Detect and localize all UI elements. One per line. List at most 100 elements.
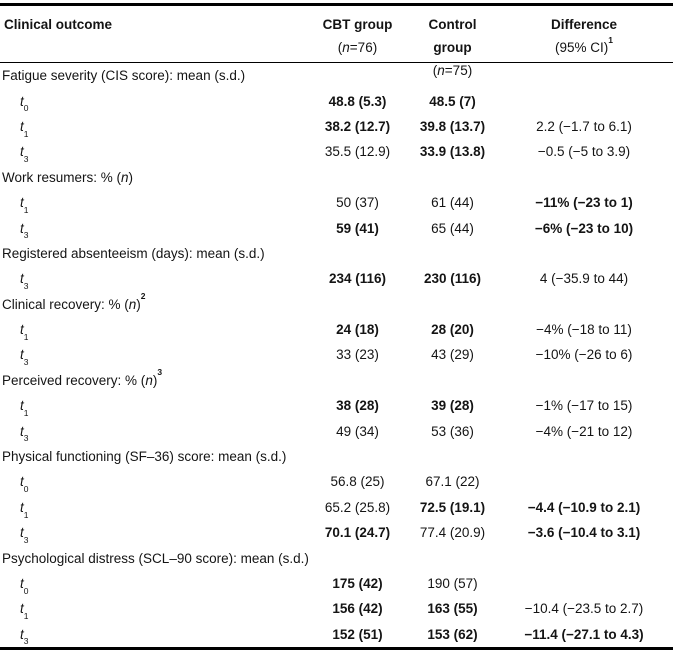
section-row: Psychological distress (SCL–90 score): m…: [0, 545, 673, 570]
section-label: Physical functioning (SF–36) score: mean…: [2, 449, 287, 465]
cbt-value: 48.8 (5.3): [328, 93, 387, 109]
data-row: t3 70.1 (24.7) 77.4 (20.9) −3.6 (−10.4 to 3…: [0, 520, 673, 545]
data-row: t1 38 (28) 39 (28) −1% (−17 to 15): [0, 393, 673, 418]
section-label: Fatigue severity (CIS score): mean (s.d.…: [2, 68, 246, 84]
control-value: 28 (20): [431, 322, 474, 338]
cbt-n-value: =76): [349, 40, 378, 55]
data-row: t1 24 (18) 28 (20) −4% (−18 to 11): [0, 317, 673, 342]
section-row: Registered absenteeism (days): mean (s.d…: [0, 241, 673, 266]
difference-value: −6% (−23 to 10): [534, 220, 634, 236]
control-value: 72.5 (19.1): [419, 499, 486, 515]
section-label: Perceived recovery: % (n)3: [2, 367, 163, 388]
timepoint-label: t1: [20, 499, 29, 520]
cbt-value: 175 (42): [332, 576, 383, 591]
timepoint-label: t3: [20, 347, 29, 368]
difference-value: −0.5 (−5 to 3.9): [537, 144, 631, 160]
cbt-value: 234 (116): [328, 271, 387, 287]
section-row: Fatigue severity (CIS score): mean (s.d.…: [0, 63, 673, 88]
timepoint-label: t1: [20, 195, 29, 215]
control-value: 39.8 (13.7): [419, 118, 486, 134]
data-row: t0 48.8 (5.3) 48.5 (7): [0, 88, 673, 113]
timepoint-label: t0: [20, 474, 29, 495]
cbt-n-symbol: n: [342, 40, 350, 55]
table-top-rule: [0, 3, 673, 6]
cbt-value: 49 (34): [336, 423, 379, 439]
timepoint-label: t3: [20, 144, 29, 165]
cbt-value: 65.2 (25.8): [324, 499, 391, 515]
difference-value: −11% (−23 to 1): [535, 195, 633, 211]
timepoint-label: t3: [20, 220, 29, 241]
data-row: t3 49 (34) 53 (36) −4% (−21 to 12): [0, 418, 673, 443]
ci-label: (95% CI): [555, 40, 609, 55]
section-row: Clinical recovery: % (n)2: [0, 292, 673, 317]
cbt-value: 56.8 (25): [330, 474, 385, 490]
data-row: t3 35.5 (12.9) 33.9 (13.8) −0.5 (−5 to 3.9): [0, 139, 673, 164]
control-n-symbol: n: [437, 63, 445, 78]
section-label: Registered absenteeism (days): mean (s.d…: [2, 245, 265, 261]
timepoint-label: t3: [20, 423, 29, 444]
control-value: 153 (62): [427, 626, 478, 642]
section-label: Clinical recovery: % (n)2: [2, 291, 146, 312]
data-row: t1 65.2 (25.8) 72.5 (19.1) −4.4 (−10.9 to 2…: [0, 495, 673, 520]
cbt-value: 156 (42): [332, 601, 383, 617]
data-row: t0 175 (42) 190 (57): [0, 571, 673, 596]
column-header-control-group: Control group (n=75): [410, 13, 495, 82]
column-header-cbt-group: CBT group (n=76): [305, 13, 410, 59]
cbt-value: 152 (51): [332, 626, 383, 642]
section-row: Physical functioning (SF–36) score: mean…: [0, 444, 673, 469]
cbt-value: 59 (41): [336, 220, 379, 236]
section-row: Perceived recovery: % (n)3: [0, 368, 673, 393]
timepoint-label: t3: [20, 271, 29, 291]
difference-value: −4% (−18 to 11): [536, 322, 632, 338]
control-header-label: Control group: [428, 17, 477, 55]
section-label: Work resumers: % (n): [2, 169, 134, 185]
cbt-value: 70.1 (24.7): [324, 525, 391, 541]
cbt-value: 35.5 (12.9): [324, 144, 391, 160]
data-row: t1 50 (37) 61 (44) −11% (−23 to 1): [0, 190, 673, 215]
table-bottom-rule: [0, 646, 673, 650]
control-value: 77.4 (20.9): [419, 525, 486, 541]
difference-value: −10% (−26 to 6): [535, 347, 633, 363]
data-row: t3 59 (41) 65 (44) −6% (−23 to 10): [0, 215, 673, 240]
timepoint-label: t0: [20, 93, 29, 114]
difference-header-label: Difference: [550, 17, 618, 32]
control-value: 48.5 (7): [429, 93, 476, 109]
data-row: t3 152 (51) 153 (62) −11.4 (−27.1 to 4.3): [0, 622, 673, 647]
control-value: 33.9 (13.8): [419, 144, 486, 160]
cbt-value: 38 (28): [336, 398, 379, 414]
control-n-value: =75): [444, 63, 473, 78]
timepoint-label: t1: [20, 398, 29, 418]
section-label: Psychological distress (SCL–90 score): m…: [2, 550, 309, 566]
control-value: 53 (36): [431, 423, 474, 439]
control-value: 163 (55): [427, 601, 478, 617]
timepoint-label: t0: [20, 576, 29, 596]
difference-header-ci: (95% CI)1: [495, 35, 673, 59]
timepoint-label: t1: [20, 601, 29, 622]
cbt-n-open: (: [337, 40, 343, 55]
data-row: t0 56.8 (25) 67.1 (22): [0, 469, 673, 494]
difference-value: −10.4 (−23.5 to 2.7): [524, 601, 644, 617]
timepoint-label: t3: [20, 525, 29, 545]
table-body: Fatigue severity (CIS score): mean (s.d.…: [0, 63, 673, 647]
outcome-header-label: Clinical outcome: [4, 17, 113, 32]
control-value: 39 (28): [431, 398, 474, 414]
difference-value: 4 (−35.9 to 44): [539, 271, 629, 287]
timepoint-label: t1: [20, 322, 29, 342]
timepoint-label: t1: [20, 118, 29, 139]
column-header-outcome: Clinical outcome: [0, 13, 305, 36]
control-value: 43 (29): [431, 347, 474, 363]
difference-value: 2.2 (−1.7 to 6.1): [536, 118, 632, 134]
timepoint-label: t3: [20, 626, 29, 647]
control-value: 65 (44): [431, 220, 474, 236]
cbt-value: 50 (37): [336, 195, 379, 211]
difference-value: −4.4 (−10.9 to 2.1): [527, 499, 641, 515]
table-header-row: Clinical outcome CBT group (n=76) Contro…: [0, 6, 673, 78]
difference-value: −3.6 (−10.4 to 3.1): [527, 525, 641, 541]
data-row: t1 38.2 (12.7) 39.8 (13.7) 2.2 (−1.7 to 6.1…: [0, 114, 673, 139]
difference-value: −1% (−17 to 15): [535, 398, 633, 414]
control-value: 190 (57): [427, 576, 478, 591]
control-n-open: (: [432, 63, 438, 78]
control-header-n: (n=75): [410, 59, 495, 82]
control-value: 61 (44): [431, 195, 474, 211]
